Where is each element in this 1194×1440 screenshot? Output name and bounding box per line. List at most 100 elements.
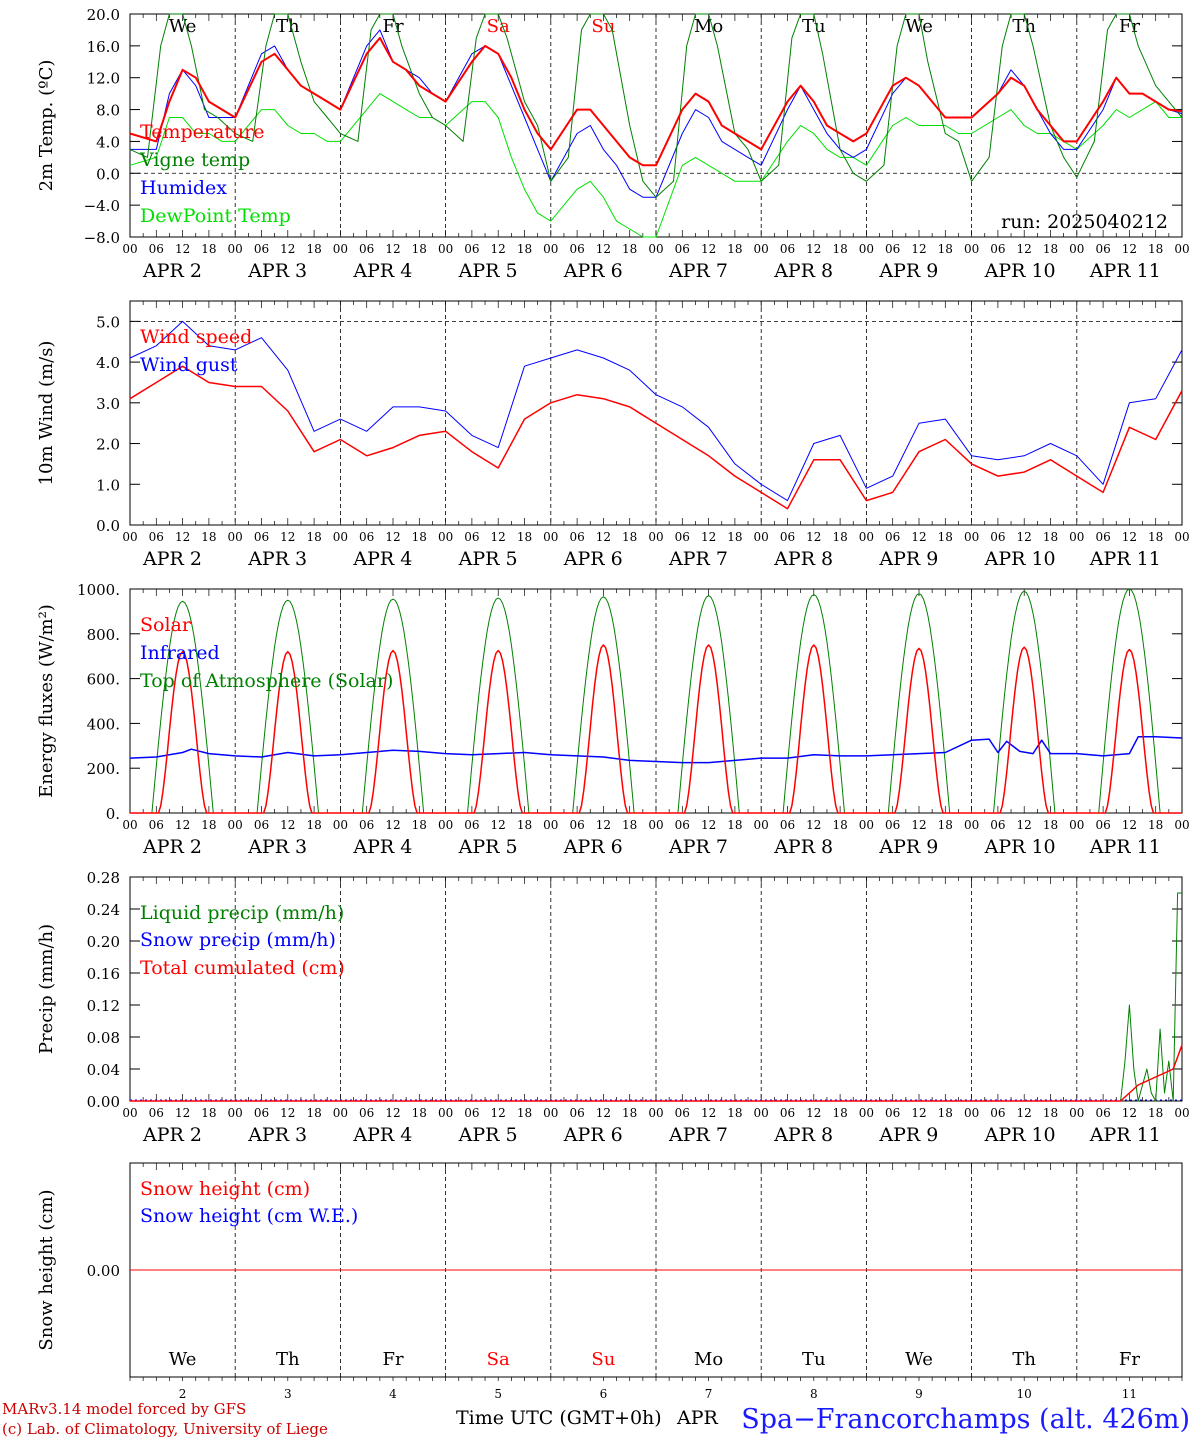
date-label: APR 3: [247, 548, 307, 570]
date-label: APR 8: [773, 260, 833, 282]
y-tick-label: 0.08: [87, 1029, 120, 1047]
y-tick-label: 0.00: [87, 1262, 120, 1280]
hour-label: 00: [228, 530, 243, 544]
y-tick-label: 20.0: [87, 6, 120, 24]
hour-label: 06: [1095, 530, 1110, 544]
day-number-label: 5: [494, 1387, 502, 1401]
hour-label: 06: [885, 818, 900, 832]
hour-label: 00: [754, 1106, 769, 1120]
date-label: APR 7: [668, 836, 728, 858]
hour-label: 06: [254, 1106, 269, 1120]
hour-label: 00: [1174, 1106, 1189, 1120]
hour-label: 18: [1043, 530, 1058, 544]
hour-label: 12: [701, 818, 716, 832]
y-tick-label: 600.: [87, 671, 120, 689]
hour-label: 12: [491, 530, 506, 544]
hour-label: 00: [859, 1106, 874, 1120]
y-tick-label: 3.0: [96, 395, 120, 413]
hour-label: 00: [1069, 818, 1084, 832]
hour-label: 00: [438, 242, 453, 256]
date-label: APR 4: [352, 548, 412, 570]
y-tick-label: 8.0: [96, 102, 120, 120]
hour-label: 06: [885, 530, 900, 544]
y-axis-label: 2m Temp. (ºC): [36, 60, 57, 192]
hour-label: 18: [938, 242, 953, 256]
hour-label: 06: [780, 1106, 795, 1120]
hour-label: 18: [1148, 818, 1163, 832]
y-tick-label: 400.: [87, 715, 120, 733]
hour-label: 00: [543, 818, 558, 832]
hour-label: 06: [990, 818, 1005, 832]
hour-label: 06: [990, 530, 1005, 544]
date-label: APR 9: [878, 1124, 938, 1146]
day-number-label: 4: [389, 1387, 397, 1401]
hour-label: 18: [201, 818, 216, 832]
hour-label: 00: [228, 818, 243, 832]
date-label: APR 10: [984, 548, 1056, 570]
day-number-label: 7: [705, 1387, 713, 1401]
hour-label: 18: [517, 242, 532, 256]
date-label: APR 11: [1089, 260, 1161, 282]
hour-label: 12: [385, 1106, 400, 1120]
date-label: APR 7: [668, 260, 728, 282]
series-line: [130, 1044, 1183, 1102]
hour-label: 12: [1017, 1106, 1032, 1120]
hour-label: 12: [806, 818, 821, 832]
hour-label: 06: [675, 818, 690, 832]
hour-label: 18: [412, 530, 427, 544]
hour-label: 06: [149, 242, 164, 256]
weekday-label: Fr: [382, 16, 403, 37]
weekday-label: Sa: [487, 16, 510, 37]
hour-label: 00: [964, 242, 979, 256]
weekday-label: Th: [1012, 16, 1036, 37]
legend-entry: Snow height (cm W.E.): [140, 1205, 358, 1227]
hour-label: 06: [780, 818, 795, 832]
hour-label: 12: [1122, 530, 1137, 544]
hour-label: 00: [333, 818, 348, 832]
hour-label: 00: [543, 1106, 558, 1120]
hour-label: 12: [806, 242, 821, 256]
hour-label: 06: [780, 242, 795, 256]
hour-label: 18: [622, 818, 637, 832]
hour-label: 12: [491, 242, 506, 256]
hour-label: 00: [438, 818, 453, 832]
legend-entry: Infrared: [140, 642, 220, 664]
hour-label: 18: [201, 242, 216, 256]
legend-entry: Humidex: [140, 177, 227, 199]
weekday-label: Su: [591, 16, 615, 37]
hour-label: 18: [727, 818, 742, 832]
weekday-label: We: [905, 16, 933, 37]
y-tick-label: 0.24: [87, 901, 120, 919]
series-line: [129, 13, 1183, 198]
hour-label: 06: [990, 1106, 1005, 1120]
hour-label: 18: [1043, 818, 1058, 832]
series-line: [129, 736, 1183, 764]
date-label: APR 2: [142, 548, 202, 570]
date-label: APR 6: [563, 548, 623, 570]
hour-label: 06: [569, 530, 584, 544]
date-label: APR 9: [878, 836, 938, 858]
hour-label: 18: [517, 818, 532, 832]
run-label: run: 2025040212: [1001, 211, 1168, 233]
y-tick-label: 0.12: [87, 997, 120, 1015]
hour-label: 12: [491, 818, 506, 832]
hour-label: 00: [333, 1106, 348, 1120]
hour-label: 12: [596, 818, 611, 832]
weekday-label: Sa: [487, 1349, 510, 1370]
hour-label: 12: [911, 530, 926, 544]
weekday-label: We: [169, 16, 197, 37]
y-tick-label: 12.0: [87, 70, 120, 88]
legend-entry: Wind speed: [140, 326, 252, 348]
series-line: [130, 892, 1182, 1102]
hour-label: 06: [1095, 242, 1110, 256]
hour-label: 00: [1174, 242, 1189, 256]
footer-line-2: (c) Lab. of Climatology, University of L…: [2, 1420, 328, 1438]
hour-label: 18: [412, 818, 427, 832]
hour-label: 00: [648, 530, 663, 544]
hour-label: 18: [832, 818, 847, 832]
weekday-label: Mo: [694, 16, 723, 37]
date-label: APR 3: [247, 260, 307, 282]
hour-label: 12: [701, 530, 716, 544]
hour-label: 06: [359, 1106, 374, 1120]
